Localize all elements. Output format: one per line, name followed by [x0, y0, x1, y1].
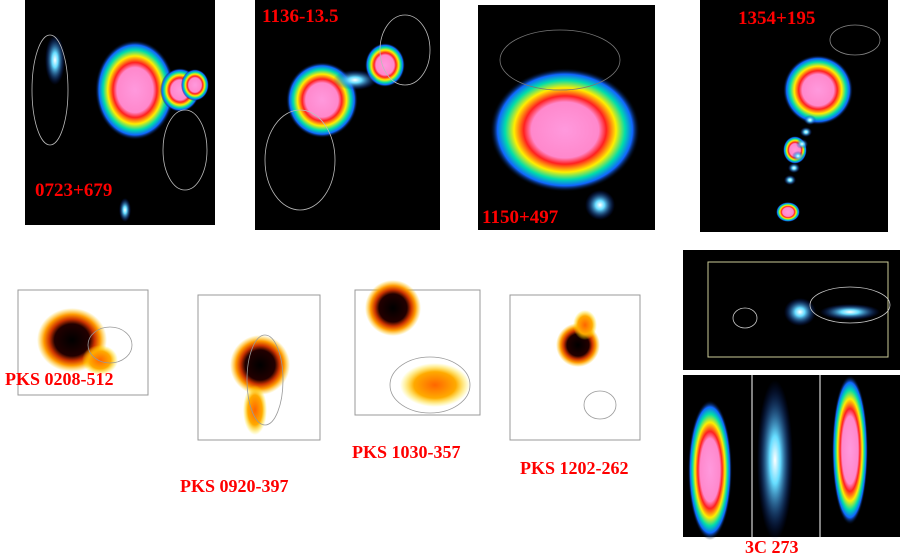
source-blob: [573, 310, 597, 340]
source-blob: [490, 68, 640, 192]
panel-label: 0723+679: [35, 180, 112, 201]
contour: [809, 286, 891, 324]
source-blob: [783, 55, 853, 125]
source-blob: [181, 69, 209, 101]
panel-label: 3C 273: [745, 537, 799, 556]
source-blob: [119, 198, 131, 222]
source-blob: [95, 40, 175, 140]
contour: [389, 356, 471, 414]
panel-label: 1150+497: [482, 207, 559, 228]
images: [17, 0, 900, 540]
source-blob: [333, 70, 377, 90]
source-blob: [832, 375, 868, 525]
contour: [499, 29, 621, 91]
contour: [583, 390, 617, 420]
image-frame: [707, 261, 889, 358]
source-blob: [45, 35, 65, 85]
source-blob: [400, 363, 470, 407]
contour: [264, 109, 336, 211]
panel-label: 1136-13.5: [262, 6, 339, 27]
source-blob: [688, 400, 732, 540]
source-blob: [792, 151, 804, 161]
source-blob: [365, 280, 421, 336]
panel-label: PKS 1202-262: [520, 458, 629, 478]
source-blob: [796, 139, 808, 149]
contour: [31, 34, 69, 146]
contour: [732, 307, 758, 329]
contour: [162, 109, 208, 191]
contour: [87, 326, 133, 364]
contour: [379, 14, 431, 86]
source-blob: [776, 202, 800, 222]
image-frame: [700, 0, 888, 232]
source-blob: [800, 127, 812, 137]
source-blob: [82, 345, 118, 375]
source-blob: [784, 175, 796, 185]
panel-label: PKS 1030-357: [352, 442, 461, 462]
panel-label: PKS 0920-397: [180, 476, 289, 496]
panel-label: 1354+195: [738, 8, 815, 29]
source-blob: [784, 298, 816, 326]
contour: [829, 24, 881, 56]
source-blob: [804, 115, 816, 125]
source-blob: [243, 385, 267, 435]
source-blob: [757, 380, 793, 540]
panel-label: PKS 0208-512: [5, 369, 114, 389]
contour: [246, 334, 284, 426]
source-blob: [820, 304, 880, 320]
source-blob: [230, 335, 290, 395]
source-blob: [788, 163, 800, 173]
source-blob: [585, 190, 615, 220]
